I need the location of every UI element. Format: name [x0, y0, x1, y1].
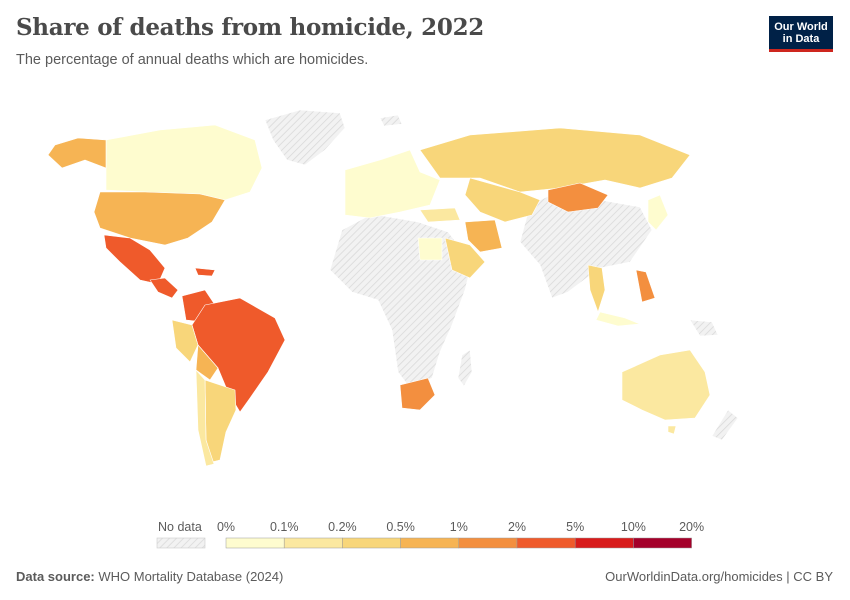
japan-region[interactable] [647, 194, 669, 231]
canada-region[interactable] [105, 124, 263, 201]
legend-tick-label: 0% [217, 520, 235, 534]
greenland-region[interactable] [264, 109, 346, 166]
owid-logo[interactable]: Our World in Data [769, 16, 833, 52]
europe-region[interactable] [344, 149, 441, 219]
legend-swatch[interactable] [225, 537, 285, 549]
legend-tick-label: 5% [566, 520, 584, 534]
legend-swatch[interactable] [342, 537, 401, 549]
legend-tick-label: 0.2% [328, 520, 357, 534]
thailand-region[interactable] [587, 264, 606, 313]
data-source: Data source: WHO Mortality Database (202… [16, 569, 283, 584]
data-source-text[interactable]: WHO Mortality Database (2024) [94, 569, 284, 584]
legend-swatch[interactable] [283, 537, 343, 549]
svalbard-region[interactable] [379, 114, 403, 127]
legend-swatch[interactable] [458, 537, 518, 549]
png-region[interactable] [689, 319, 719, 337]
saudi-region[interactable] [444, 237, 486, 279]
alaska-region[interactable] [47, 137, 107, 169]
chart-subtitle: The percentage of annual deaths which ar… [16, 52, 369, 68]
legend-tick-label: 20% [679, 520, 704, 534]
legend-tick-label: 0.5% [386, 520, 415, 534]
caribbean-region[interactable] [194, 267, 216, 277]
legend-swatch[interactable] [633, 537, 692, 549]
iran-region[interactable] [464, 219, 503, 253]
madagascar-region[interactable] [457, 349, 473, 387]
legend-swatch[interactable] [516, 537, 576, 549]
indonesia-region[interactable] [595, 311, 641, 327]
data-source-label: Data source: [16, 569, 95, 584]
peru-region[interactable] [171, 319, 199, 363]
legend-tick-label: 1% [450, 520, 468, 534]
footer-link[interactable]: OurWorldinData.org/homicides | CC BY [605, 569, 833, 584]
mongolia-region[interactable] [547, 182, 609, 213]
south-africa-region[interactable] [399, 377, 436, 411]
legend-no-data-swatch [156, 537, 206, 549]
central-america-region[interactable] [149, 277, 179, 299]
legend-swatch[interactable] [400, 537, 460, 549]
argentina-region[interactable] [204, 379, 237, 463]
legend-tick-label: 2% [508, 520, 526, 534]
tasmania-region[interactable] [667, 425, 677, 435]
russia-region[interactable] [419, 127, 691, 193]
egypt-region[interactable] [417, 237, 443, 261]
chile-region[interactable] [195, 369, 215, 467]
logo-text-line2: in Data [782, 33, 820, 45]
logo-text-line1: Our World [774, 21, 828, 33]
usa-region[interactable] [93, 191, 226, 246]
world-map[interactable] [0, 90, 850, 480]
legend-no-data-label: No data [158, 520, 202, 534]
new-zealand-region[interactable] [711, 409, 739, 441]
bolivia-region[interactable] [195, 344, 219, 381]
legend-tick-label: 0.1% [270, 520, 299, 534]
central-asia-region[interactable] [464, 177, 541, 223]
chart-title: Share of deaths from homicide, 2022 [16, 14, 484, 41]
australia-region[interactable] [621, 349, 711, 421]
legend-tick-label: 10% [621, 520, 646, 534]
legend: No data 0% 0.1% 0.2% 0.5% 1% 2% 5% 10% 20% [156, 520, 704, 549]
legend-swatch[interactable] [574, 537, 634, 549]
philippines-region[interactable] [635, 269, 656, 303]
turkey-region[interactable] [419, 207, 461, 223]
